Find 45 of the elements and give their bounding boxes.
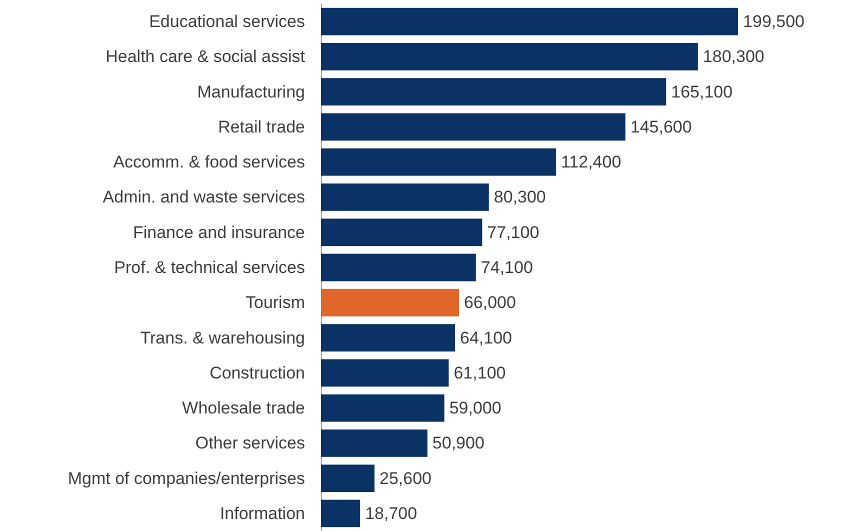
data-label: 77,100 — [487, 222, 540, 242]
data-label: 80,300 — [494, 188, 546, 207]
y-tick-label: Trans. & warehousing — [140, 328, 305, 348]
bar — [321, 254, 476, 282]
y-tick-label: Retail trade — [218, 117, 305, 136]
bar — [321, 184, 489, 211]
data-label: 145,600 — [630, 117, 692, 136]
data-label: 180,300 — [702, 47, 764, 66]
bar — [321, 148, 556, 176]
bar — [321, 8, 738, 36]
y-tick-label: Educational services — [149, 12, 305, 32]
y-tick-label: Other services — [195, 434, 305, 453]
bar — [321, 43, 698, 70]
data-label: 18,700 — [365, 504, 418, 523]
bar — [321, 359, 449, 387]
data-label: 165,100 — [671, 82, 733, 102]
bar — [321, 78, 666, 106]
bar — [321, 324, 455, 352]
data-label: 25,600 — [380, 468, 432, 488]
bar — [321, 394, 444, 422]
bar — [321, 113, 626, 141]
y-tick-label: Mgmt of companies/enterprises — [68, 468, 305, 488]
y-tick-label: Manufacturing — [197, 82, 305, 102]
bar — [321, 429, 428, 457]
data-label: 112,400 — [560, 152, 622, 172]
y-tick-label: Wholesale trade — [182, 398, 305, 418]
y-tick-label: Prof. & technical services — [114, 258, 305, 277]
y-tick-label: Admin. and waste services — [102, 188, 305, 207]
y-tick-label: Information — [220, 504, 305, 523]
y-tick-label: Construction — [210, 363, 305, 382]
bar — [321, 464, 375, 492]
data-label: 50,900 — [432, 434, 484, 453]
y-tick-label: Finance and insurance — [132, 222, 305, 242]
bar — [321, 218, 482, 246]
bar — [321, 288, 459, 316]
data-label: 74,100 — [480, 258, 533, 277]
data-label: 199,500 — [743, 12, 805, 32]
bar — [321, 500, 360, 528]
data-label: 61,100 — [454, 363, 506, 382]
data-label: 64,100 — [460, 328, 512, 348]
data-label: 66,000 — [464, 293, 516, 312]
y-tick-label: Health care & social assist — [106, 47, 306, 66]
y-tick-label: Accomm. & food services — [113, 152, 305, 172]
y-tick-label: Tourism — [245, 293, 305, 312]
data-label: 59,000 — [449, 398, 502, 418]
